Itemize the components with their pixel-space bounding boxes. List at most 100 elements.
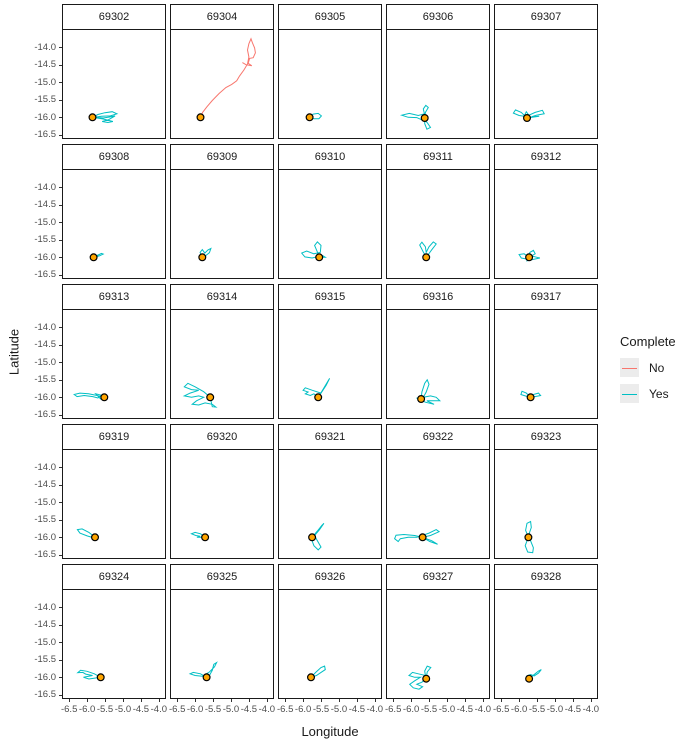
- track-line: [309, 112, 323, 120]
- y-tick-mark: [59, 222, 62, 224]
- y-tick-label: -16.0: [34, 111, 56, 123]
- track-line: [76, 669, 101, 680]
- start-point: [89, 253, 98, 262]
- legend-entry-yes: Yes: [620, 384, 676, 403]
- y-tick-mark: [59, 239, 62, 241]
- y-tick-mark: [59, 274, 62, 276]
- panel-border: [494, 169, 598, 279]
- panel-border: [386, 589, 490, 699]
- y-tick-mark: [59, 344, 62, 346]
- facet-panel: [278, 309, 382, 419]
- x-tick-label: -6.0: [294, 704, 312, 715]
- legend-entries: No Yes: [620, 358, 676, 403]
- panel-border: [62, 29, 166, 139]
- track-line: [399, 104, 432, 130]
- track-line: [310, 665, 326, 678]
- x-tick-mark: [195, 699, 197, 702]
- x-tick-mark: [519, 699, 521, 702]
- x-tick-label: -5.0: [330, 704, 348, 715]
- y-tick-mark: [59, 484, 62, 486]
- y-tick-label: -16.0: [34, 391, 56, 403]
- y-tick-label: -14.0: [34, 321, 56, 333]
- y-tick-label: -14.0: [34, 601, 56, 613]
- start-point: [524, 533, 533, 542]
- panel-border: [62, 169, 166, 279]
- x-tick-mark: [122, 699, 124, 702]
- y-tick-label: -16.5: [34, 689, 56, 701]
- facet-strip-label: 69310: [278, 144, 382, 170]
- x-tick-mark: [213, 699, 215, 702]
- facet-panel: [62, 169, 166, 279]
- facet-panel: [494, 309, 598, 419]
- facet-69307: 69307: [494, 4, 598, 139]
- y-tick-mark: [59, 519, 62, 521]
- y-tick-label: -15.0: [34, 76, 56, 88]
- y-tick-mark: [59, 82, 62, 84]
- track-line: [188, 661, 218, 678]
- facet-69305: 69305: [278, 4, 382, 139]
- y-tick-label: -14.0: [34, 461, 56, 473]
- panel-border: [386, 169, 490, 279]
- start-point: [206, 393, 215, 402]
- start-point: [315, 253, 324, 262]
- y-tick-mark: [59, 327, 62, 329]
- y-tick-label: -14.5: [34, 199, 56, 211]
- panel-border: [386, 449, 490, 559]
- x-tick-mark: [321, 699, 323, 702]
- x-tick-mark: [285, 699, 287, 702]
- panel-border: [494, 589, 598, 699]
- legend-entry-label: Yes: [649, 386, 669, 401]
- y-tick-label: -16.0: [34, 251, 56, 263]
- start-point: [525, 674, 534, 683]
- legend-entry-no: No: [620, 358, 676, 377]
- x-tick-label: -5.0: [546, 704, 564, 715]
- facet-panel: [494, 449, 598, 559]
- y-tick-label: -16.5: [34, 129, 56, 141]
- facet-strip-label: 69326: [278, 564, 382, 590]
- facet-panel: [386, 589, 490, 699]
- track-line: [518, 249, 541, 262]
- facet-strip-label: 69327: [386, 564, 490, 590]
- y-tick-label: -15.5: [34, 94, 56, 106]
- x-tick-label: -4.0: [366, 704, 383, 715]
- track-line: [92, 111, 119, 124]
- x-tick-mark: [266, 699, 268, 702]
- start-point: [91, 533, 100, 542]
- x-tick-mark: [338, 699, 340, 702]
- x-tick-mark: [248, 699, 250, 702]
- facet-panel: [170, 449, 274, 559]
- x-tick-label: -5.0: [114, 704, 132, 715]
- track-line: [408, 665, 432, 690]
- y-tick-label: -16.5: [34, 409, 56, 421]
- start-point: [525, 253, 534, 262]
- y-tick-mark: [59, 47, 62, 49]
- facet-69311: 69311: [386, 144, 490, 279]
- x-tick-label: -5.5: [420, 704, 438, 715]
- facet-69313: 69313: [62, 284, 166, 419]
- legend-entry-label: No: [649, 360, 665, 375]
- facet-strip-label: 69306: [386, 4, 490, 30]
- y-tick-label: -16.0: [34, 531, 56, 543]
- start-point: [88, 113, 97, 122]
- facet-panel: [62, 589, 166, 699]
- facet-strip-label: 69309: [170, 144, 274, 170]
- track-line: [190, 531, 206, 538]
- panel-border: [170, 589, 274, 699]
- x-tick-label: -4.0: [582, 704, 599, 715]
- facet-69308: 69308: [62, 144, 166, 279]
- facet-strip-label: 69319: [62, 424, 166, 450]
- facet-strip-label: 69325: [170, 564, 274, 590]
- facet-panel: [386, 169, 490, 279]
- facet-strip-label: 69316: [386, 284, 490, 310]
- start-point: [422, 253, 431, 262]
- start-point: [100, 393, 109, 402]
- x-tick-label: -4.0: [150, 704, 167, 715]
- start-point: [196, 113, 205, 122]
- start-point: [526, 393, 535, 402]
- facet-strip-label: 69308: [62, 144, 166, 170]
- facet-strip-label: 69307: [494, 4, 598, 30]
- x-tick-label: -6.5: [60, 704, 78, 715]
- start-point: [96, 673, 105, 682]
- facet-69327: 69327: [386, 564, 490, 699]
- x-tick-label: -4.0: [474, 704, 491, 715]
